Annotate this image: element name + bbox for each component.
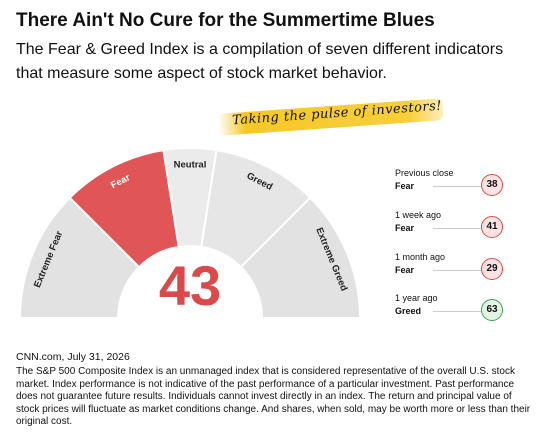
divider-line (433, 270, 481, 271)
disclaimer: The S&P 500 Composite Index is an unmana… (16, 366, 531, 427)
history-value: 38 (481, 174, 503, 196)
history-item: 1 year ago Greed 63 (395, 293, 505, 333)
history-label: 1 month ago (395, 252, 446, 262)
divider-line (433, 228, 481, 229)
history-value: 41 (481, 216, 503, 238)
history-label: Previous close (395, 168, 454, 178)
history-status: Fear (395, 265, 415, 275)
index-value: 43 (159, 254, 221, 317)
history-label: 1 week ago (395, 210, 442, 220)
history-status: Fear (395, 181, 415, 191)
history-item: 1 month ago Fear 29 (395, 252, 505, 292)
subtitle: The Fear & Greed Index is a compilation … (16, 41, 504, 82)
source: CNN.com, July 31, 2026 (16, 351, 130, 363)
divider-line (433, 186, 481, 187)
gauge-segment (18, 196, 141, 319)
divider-line (433, 311, 481, 312)
history-label: 1 year ago (395, 293, 438, 303)
title: There Ain't No Cure for the Summertime B… (16, 10, 435, 31)
history-value: 29 (481, 258, 503, 280)
segment-label: Neutral (174, 160, 207, 171)
history-status: Greed (395, 306, 422, 316)
history-status: Fear (395, 223, 415, 233)
gauge-segment (239, 196, 362, 319)
history-value: 63 (481, 299, 503, 321)
history-item: 1 week ago Fear 41 (395, 210, 505, 250)
history-item: Previous close Fear 38 (395, 168, 505, 208)
